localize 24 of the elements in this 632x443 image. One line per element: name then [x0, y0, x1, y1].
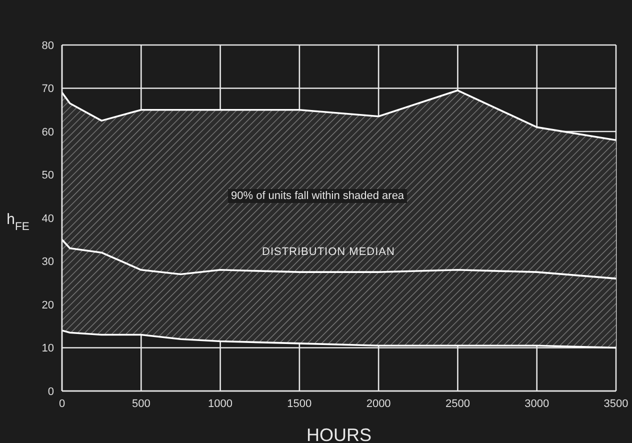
- line-series: [62, 238, 616, 280]
- y-tick-label: 10: [42, 342, 54, 355]
- x-tick-label: 2000: [366, 398, 391, 410]
- line-series: [62, 330, 616, 349]
- annotation: 90% of units fall within shaded area: [228, 189, 408, 203]
- x-tick-label: 500: [132, 398, 150, 410]
- x-tick-label: 1500: [287, 398, 312, 410]
- annotation: DISTRIBUTION MEDIAN: [262, 246, 395, 258]
- y-tick-label: 60: [42, 126, 54, 138]
- x-axis-title: HOURS: [306, 425, 372, 443]
- line-series: [62, 90, 616, 142]
- x-tick-label: 0: [58, 398, 66, 410]
- y-tick-label: 40: [42, 212, 54, 225]
- y-tick-label: 0: [48, 386, 54, 398]
- y-tick-label: 50: [42, 170, 54, 182]
- x-tick-label: 1000: [208, 398, 233, 410]
- x-tick-label: 3500: [604, 398, 628, 410]
- y-tick-label: 80: [42, 40, 54, 52]
- y-tick-label: 20: [42, 299, 54, 312]
- y-axis-title: h$_{FE}$: [6, 211, 30, 233]
- x-tick-label: 3000: [524, 398, 550, 410]
- x-tick-label: 2500: [445, 398, 470, 410]
- y-tick-label: 70: [42, 83, 54, 96]
- y-tick-label: 30: [42, 256, 54, 268]
